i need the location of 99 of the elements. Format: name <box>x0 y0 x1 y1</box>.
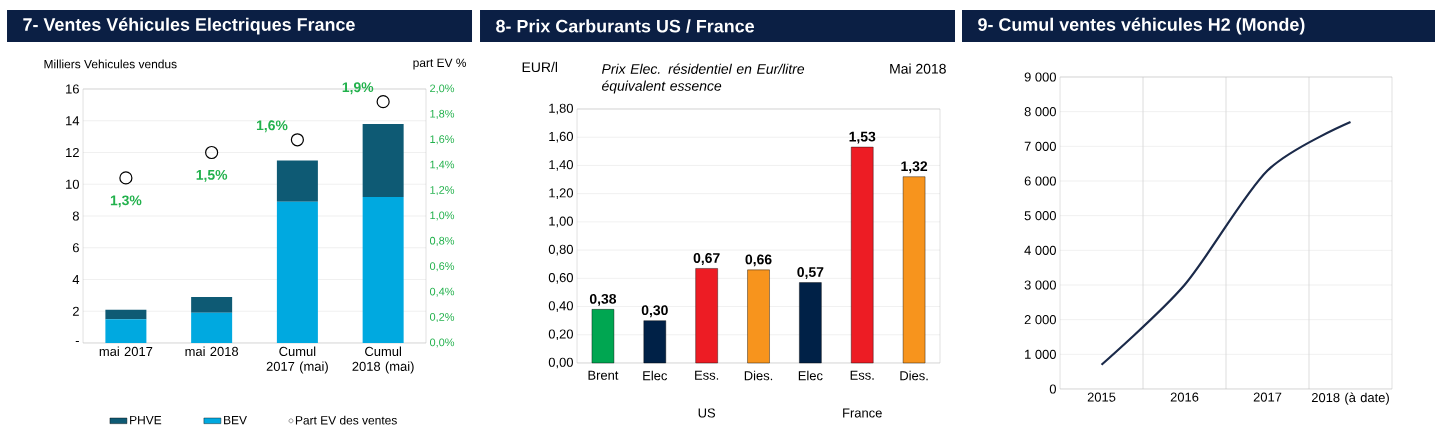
data-label: 0,30 <box>641 305 668 318</box>
y-tick-label: 4 000 <box>1024 245 1056 255</box>
bar <box>695 268 718 364</box>
bar <box>276 201 318 343</box>
y-tick-label: 6 <box>72 243 79 253</box>
legend-label: BEV <box>224 415 247 425</box>
x-tick-label: 2016 <box>1170 392 1199 402</box>
y-tick-label: 1,40 <box>549 160 573 171</box>
bar <box>105 319 147 343</box>
bar <box>902 176 926 364</box>
y-tick-label: 6 000 <box>1024 176 1056 186</box>
bar <box>799 282 822 364</box>
y-axis-title: EUR/l <box>522 61 558 73</box>
bar <box>276 160 318 202</box>
x-tick-label: mai 2017 <box>99 346 153 357</box>
y2-tick-label: 0,6% <box>429 262 455 272</box>
bar <box>591 309 615 364</box>
chart-title: 8- Prix Carburants US / France <box>496 19 755 33</box>
text: US <box>698 408 716 418</box>
y-tick-label: 12 <box>66 147 79 158</box>
y-tick-label: 0,80 <box>548 244 573 256</box>
y-tick-label: 0,40 <box>548 301 573 312</box>
data-label: 1,6% <box>256 120 288 133</box>
y-tick-label: 5 000 <box>1024 211 1056 221</box>
y2-tick-label: 1,4% <box>430 160 455 170</box>
y-tick-label: 14 <box>66 116 80 126</box>
x-tick-label: Brent <box>588 370 619 380</box>
chart-title: 9- Cumul ventes véhicules H2 (Monde) <box>978 17 1305 35</box>
point <box>119 171 133 185</box>
y-tick-label: 1,80 <box>549 103 573 115</box>
y-tick-label: 2 000 <box>1024 315 1056 325</box>
bar <box>105 309 147 320</box>
data-label: 1,53 <box>849 131 876 144</box>
y-tick-label: 8 000 <box>1024 107 1056 117</box>
data-label: 0,38 <box>589 293 617 306</box>
text: Mai 2018 <box>890 63 946 74</box>
bar <box>851 146 874 364</box>
legend-label: Part EV des ventes <box>295 415 397 425</box>
x-tick-label: 2015 <box>1087 392 1116 402</box>
y2-tick-label: 1,0% <box>430 211 455 221</box>
x-tick-label: 2017 <box>1253 392 1282 402</box>
y2-axis-title: part EV % <box>413 58 467 70</box>
x-tick-label: Cumul 2018 (mai) <box>352 346 414 374</box>
bar <box>362 123 404 197</box>
x-tick-label: Cumul 2017 (mai) <box>266 346 328 374</box>
y2-tick-label: 0,4% <box>429 287 455 297</box>
y-tick-label: 0,20 <box>548 329 573 341</box>
data-label: 1,3% <box>110 195 142 208</box>
y-tick-label: 0,60 <box>548 272 573 284</box>
y2-tick-label: 1,8% <box>430 109 455 119</box>
text: Prix Elec. résidentiel en Eur/litre équivalent essence <box>601 63 805 94</box>
y-tick-label: 1,20 <box>549 188 573 199</box>
y-tick-label: - <box>75 341 79 343</box>
point <box>376 95 390 109</box>
y-tick-label: 7 000 <box>1024 141 1056 151</box>
point <box>290 133 304 147</box>
line-series <box>1100 120 1352 366</box>
x-tick-label: mai 2018 <box>185 346 239 357</box>
y-tick-label: 2 <box>72 306 79 316</box>
x-tick-label: Elec <box>643 370 668 381</box>
y-tick-label: 3 000 <box>1024 280 1056 290</box>
y-tick-label: 9 000 <box>1024 72 1056 82</box>
y2-tick-label: 0,2% <box>429 313 455 323</box>
data-label: 1,32 <box>901 161 928 174</box>
data-label: 1,9% <box>342 82 374 95</box>
y-axis-title: Milliers Vehicules vendus <box>44 59 177 69</box>
bar <box>191 296 233 313</box>
y-tick-label: 1,60 <box>549 131 573 143</box>
y2-tick-label: 1,2% <box>430 186 455 196</box>
y2-tick-label: 0,8% <box>429 236 455 246</box>
bar <box>643 320 666 364</box>
y-tick-label: 16 <box>66 84 79 94</box>
text: France <box>843 408 882 418</box>
y2-tick-label: 1,6% <box>430 135 455 145</box>
y-tick-label: 4 <box>72 275 80 284</box>
x-tick-label: Ess. <box>695 370 719 380</box>
x-tick-label: Elec <box>798 370 823 381</box>
y-tick-label: 10 <box>66 179 79 189</box>
y-tick-label: 8 <box>72 211 79 221</box>
data-label: 0,67 <box>693 253 720 265</box>
chart-title: 7- Ventes Véhicules Electriques France <box>23 17 355 35</box>
y-tick-label: 0,00 <box>548 357 573 369</box>
bar <box>191 312 233 343</box>
x-tick-label: Dies. <box>744 370 773 381</box>
y-tick-label: 1,00 <box>549 216 573 228</box>
y-tick-label: 1 000 <box>1025 349 1056 359</box>
data-label: 1,5% <box>196 170 228 182</box>
data-label: 0,66 <box>745 254 772 267</box>
point <box>205 145 219 160</box>
data-label: 0,57 <box>797 267 824 280</box>
legend-label: PHVE <box>130 415 162 425</box>
x-tick-label: Ess. <box>850 370 874 380</box>
x-tick-label: Dies. <box>900 370 928 381</box>
y-tick-label: 0 <box>1049 384 1056 394</box>
x-tick-label: 2018 (à date) <box>1311 392 1389 405</box>
y2-tick-label: 2,0% <box>430 84 455 94</box>
y2-tick-label: 0,0% <box>429 338 455 348</box>
bar <box>362 196 404 343</box>
bar <box>747 269 770 364</box>
